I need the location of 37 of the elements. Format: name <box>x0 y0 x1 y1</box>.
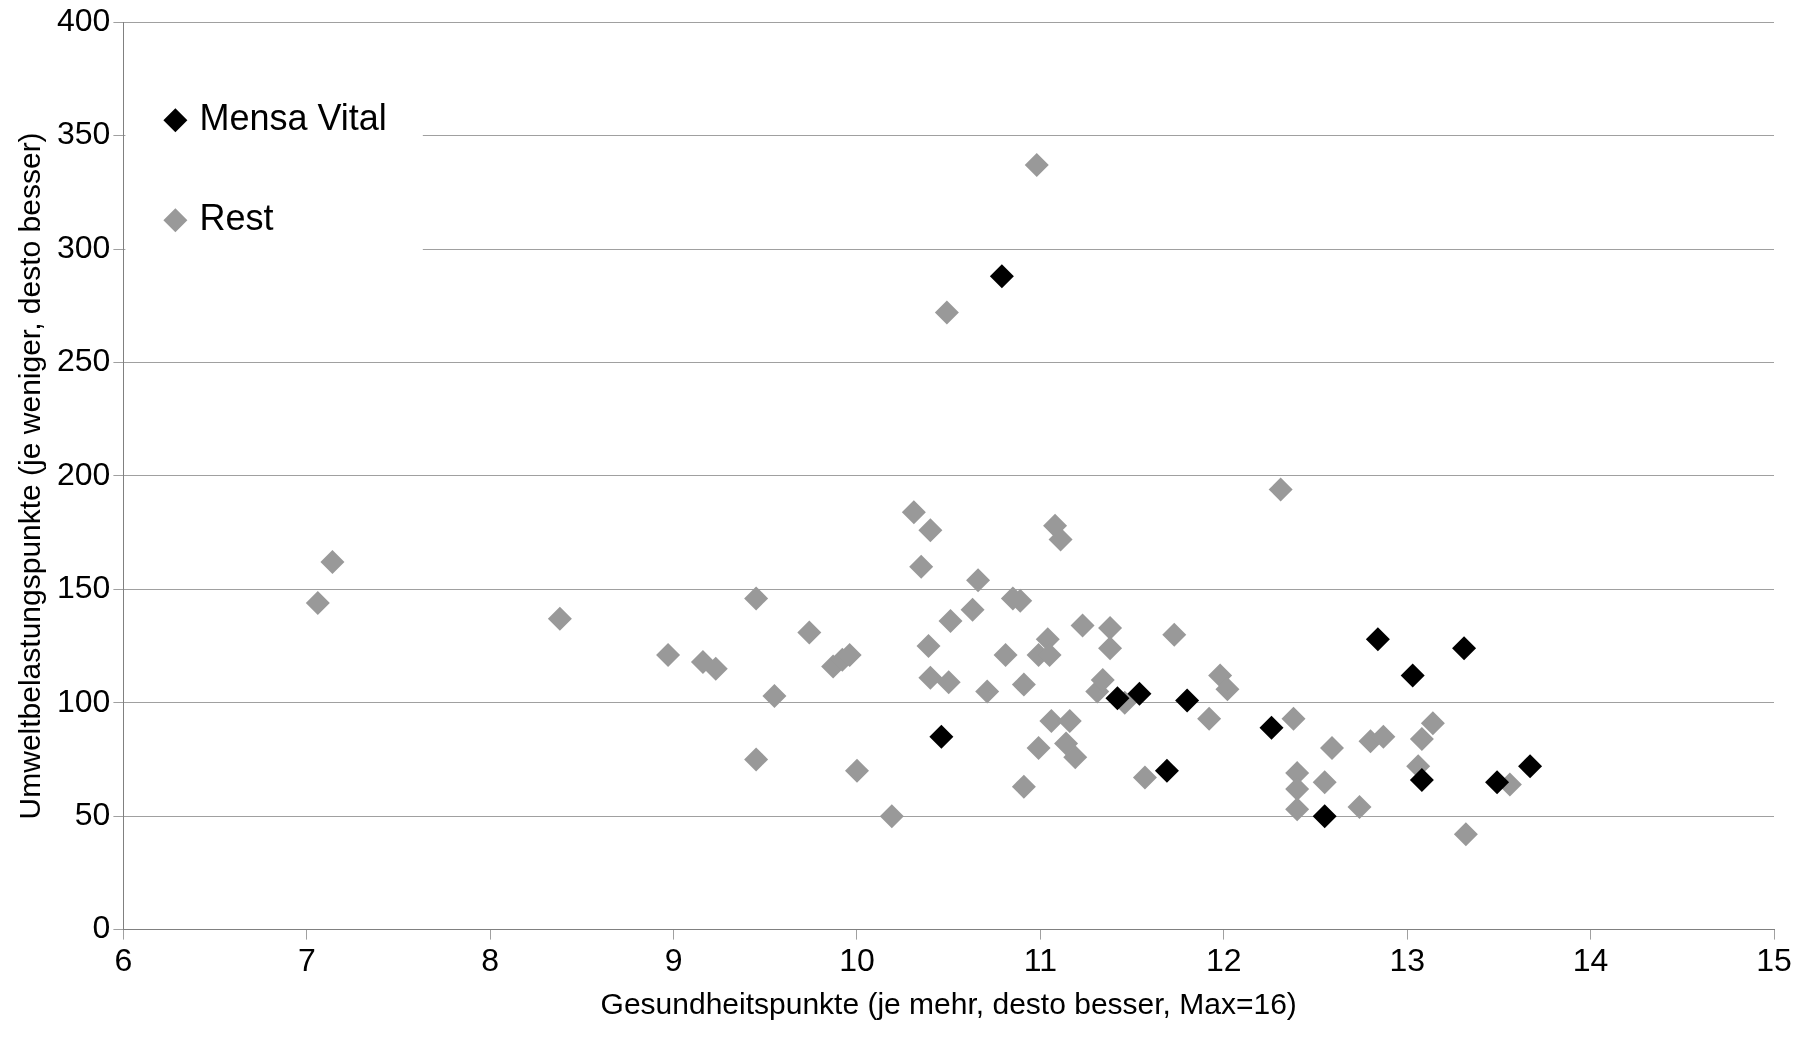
y-tick-label: 250 <box>57 342 111 379</box>
point <box>1518 754 1543 779</box>
x-tick-label: 7 <box>297 941 316 978</box>
legend-label: Rest <box>199 197 274 239</box>
legend-label: Mensa Vital <box>199 97 387 139</box>
y-axis-title: Umweltbelastungspunkte (je weniger, desto besser) <box>13 132 47 820</box>
x-tick-label: 12 <box>1206 941 1242 978</box>
x-tick-label: 15 <box>1756 941 1792 978</box>
point <box>1105 686 1130 711</box>
point <box>1154 758 1179 783</box>
x-tick-label: 8 <box>481 941 500 978</box>
x-tick-label: 13 <box>1389 941 1425 978</box>
point <box>1259 715 1284 740</box>
point <box>1485 770 1510 795</box>
y-tick-label: 300 <box>57 228 111 265</box>
y-tick-label: 0 <box>92 909 111 946</box>
x-axis-title: Gesundheitspunkte (je mehr, desto besser, Max=16) <box>600 987 1297 1021</box>
y-tick-label: 100 <box>57 682 111 719</box>
y-tick-label: 50 <box>74 796 111 832</box>
point <box>1365 627 1390 652</box>
y-tick-label: 400 <box>57 2 111 39</box>
point <box>1400 663 1425 688</box>
y-tick-label: 200 <box>57 455 111 492</box>
point <box>1127 681 1152 706</box>
y-tick-label: 350 <box>57 115 111 152</box>
point <box>1175 688 1200 713</box>
x-tick-label: 11 <box>1023 941 1058 978</box>
x-tick-label: 14 <box>1572 941 1609 978</box>
x-tick-label: 10 <box>839 941 875 978</box>
point <box>989 264 1014 289</box>
x-tick-label: 9 <box>664 941 683 978</box>
point <box>929 724 954 749</box>
point <box>1452 636 1477 661</box>
y-tick-label: 150 <box>57 569 111 606</box>
x-tick-label: 6 <box>114 941 133 978</box>
point <box>1312 804 1337 829</box>
point <box>1409 767 1434 792</box>
